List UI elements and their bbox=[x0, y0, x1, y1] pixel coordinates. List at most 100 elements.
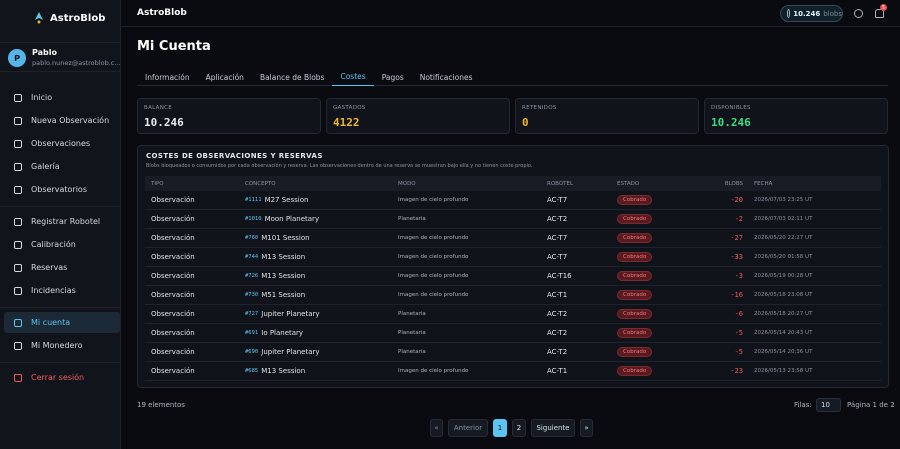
tab[interactable]: Balance de Blobs bbox=[259, 72, 325, 82]
nav-item[interactable]: Registrar Robotel bbox=[4, 211, 120, 232]
observation-id[interactable]: #1111 bbox=[245, 197, 262, 203]
nav-item[interactable]: Calibración bbox=[4, 234, 120, 255]
cell-type: Observación bbox=[151, 310, 195, 318]
nav-item[interactable]: Observatorios bbox=[4, 179, 120, 200]
concept-name: M51 Session bbox=[261, 291, 306, 299]
cell-status: Cobrado bbox=[617, 267, 653, 285]
cell-robotel: AC-T2 bbox=[547, 215, 568, 223]
cell-type: Observación bbox=[151, 367, 195, 375]
user-name: Pablo bbox=[32, 48, 58, 57]
table-row[interactable]: Observación #1010 Moon Planetary Planetaria… bbox=[145, 210, 881, 229]
status-pill: Cobrado bbox=[617, 233, 653, 243]
column-header: TIPO bbox=[151, 180, 164, 187]
table-row[interactable]: Observación #726 M13 Session Imagen de ciel… bbox=[145, 267, 881, 286]
cell-concept: #1010 Moon Planetary bbox=[245, 210, 319, 228]
table-row[interactable]: Observación #744 M13 Session Imagen de ciel… bbox=[145, 248, 881, 267]
cell-concept: #730 M51 Session bbox=[245, 286, 305, 304]
nav-item[interactable]: Observaciones bbox=[4, 133, 120, 154]
help-icon[interactable] bbox=[854, 9, 863, 18]
page-button[interactable]: 2 bbox=[512, 419, 526, 437]
status-pill: Cobrado bbox=[617, 195, 653, 205]
rows-label: Filas: bbox=[794, 401, 812, 409]
status-pill: Cobrado bbox=[617, 366, 653, 376]
nav-item[interactable]: Nueva Observación bbox=[4, 110, 120, 131]
nav-label: Registrar Robotel bbox=[31, 217, 101, 226]
tab[interactable]: Aplicación bbox=[205, 72, 244, 82]
observation-id[interactable]: #760 bbox=[245, 235, 259, 241]
nav-label: Observaciones bbox=[31, 139, 91, 148]
cell-robotel: AC-T7 bbox=[547, 253, 568, 261]
nav-icon bbox=[14, 286, 22, 295]
cell-concept: #1111 M27 Session bbox=[245, 191, 308, 209]
nav-item[interactable]: Incidencias bbox=[4, 280, 120, 301]
table-row[interactable]: Observación #685 M13 Session Imagen de ciel… bbox=[145, 362, 881, 381]
cell-type: Observación bbox=[151, 215, 195, 223]
cell-type: Observación bbox=[151, 291, 195, 299]
cell-blobs: -20 bbox=[730, 196, 743, 204]
rows-select[interactable]: 10 bbox=[816, 398, 841, 412]
card-value: 10.246 bbox=[711, 116, 751, 129]
tab[interactable]: Notificaciones bbox=[419, 72, 473, 82]
table-row[interactable]: Observación #730 M51 Session Imagen de ciel… bbox=[145, 286, 881, 305]
nav-label: Calibración bbox=[31, 240, 76, 249]
logout[interactable]: Cerrar sesión bbox=[4, 367, 120, 388]
cell-date: 2026/05/20 01:58 UT bbox=[754, 254, 813, 260]
cell-date: 2026/05/14 20:36 UT bbox=[754, 349, 813, 355]
logout-label: Cerrar sesión bbox=[31, 373, 85, 382]
table-header: TIPO CONCEPTO MODO ROBOTEL ESTADO BLOBS FECHA bbox=[145, 176, 881, 191]
card-label: DISPONIBLES bbox=[711, 105, 751, 111]
bell-icon[interactable] bbox=[875, 9, 884, 18]
section-title: COSTES DE OBSERVACIONES Y RESERVAS bbox=[146, 152, 323, 160]
section-subtitle: Blobs bloqueados o consumidos por cada o… bbox=[146, 163, 533, 169]
page-button[interactable]: « bbox=[430, 419, 443, 437]
status-pill: Cobrado bbox=[617, 328, 653, 338]
observation-id[interactable]: #1010 bbox=[245, 216, 262, 222]
notification-badge: 5 bbox=[880, 4, 887, 11]
table-row[interactable]: Observación #691 Io Planetary Planetaria AC-… bbox=[145, 324, 881, 343]
observation-id[interactable]: #691 bbox=[245, 330, 259, 336]
tab[interactable]: Pagos bbox=[381, 72, 404, 82]
observation-id[interactable]: #744 bbox=[245, 254, 259, 260]
nav-item[interactable]: Mi Monedero bbox=[4, 335, 120, 356]
cell-status: Cobrado bbox=[617, 286, 653, 304]
table-row[interactable]: Observación #1111 M27 Session Imagen de cie… bbox=[145, 191, 881, 210]
observation-id[interactable]: #726 bbox=[245, 273, 259, 279]
nav-item[interactable]: Mi cuenta bbox=[4, 312, 120, 333]
cell-robotel: AC-T16 bbox=[547, 272, 572, 280]
concept-name: M101 Session bbox=[261, 234, 310, 242]
table-row[interactable]: Observación #727 Jupiter Planetary Planetar… bbox=[145, 305, 881, 324]
page-button[interactable]: Siguiente bbox=[531, 419, 575, 437]
column-header: CONCEPTO bbox=[245, 180, 276, 187]
concept-name: M13 Session bbox=[261, 272, 306, 280]
table-row[interactable]: Observación #690 Jupiter Planetary Planetar… bbox=[145, 343, 881, 362]
cell-blobs: -23 bbox=[730, 367, 743, 375]
cell-date: 2026/05/13 23:58 UT bbox=[754, 368, 813, 374]
status-pill: Cobrado bbox=[617, 252, 653, 262]
nav-icon bbox=[14, 341, 22, 350]
tab[interactable]: Información bbox=[145, 72, 190, 82]
cell-blobs: -5 bbox=[734, 348, 743, 356]
page-button[interactable]: » bbox=[580, 419, 593, 437]
cell-date: 2026/05/20 22:27 UT bbox=[754, 235, 813, 241]
nav-label: Inicio bbox=[31, 93, 53, 102]
cell-mode: Imagen de cielo profundo bbox=[398, 273, 469, 279]
concept-name: Io Planetary bbox=[261, 329, 304, 337]
observation-id[interactable]: #730 bbox=[245, 292, 259, 298]
page-button[interactable]: 1 bbox=[493, 419, 507, 437]
nav-label: Mi cuenta bbox=[31, 318, 71, 327]
nav-item[interactable]: Galería bbox=[4, 156, 120, 177]
nav-item[interactable]: Reservas bbox=[4, 257, 120, 278]
observation-id[interactable]: #690 bbox=[245, 349, 259, 355]
concept-name: Moon Planetary bbox=[264, 215, 320, 223]
cell-mode: Planetaria bbox=[398, 349, 426, 355]
tab[interactable]: Costes bbox=[332, 68, 374, 86]
observation-id[interactable]: #685 bbox=[245, 368, 259, 374]
page-button[interactable]: Anterior bbox=[448, 419, 488, 437]
balance-chip[interactable]: 10.246 blobs bbox=[780, 5, 843, 22]
page-info: Página 1 de 2 bbox=[847, 401, 895, 409]
nav-item[interactable]: Inicio bbox=[4, 87, 120, 108]
tabs: Información Aplicación Balance de Blobs Cos… bbox=[137, 68, 888, 86]
cell-robotel: AC-T1 bbox=[547, 367, 568, 375]
table-row[interactable]: Observación #760 M101 Session Imagen de cie… bbox=[145, 229, 881, 248]
observation-id[interactable]: #727 bbox=[245, 311, 259, 317]
